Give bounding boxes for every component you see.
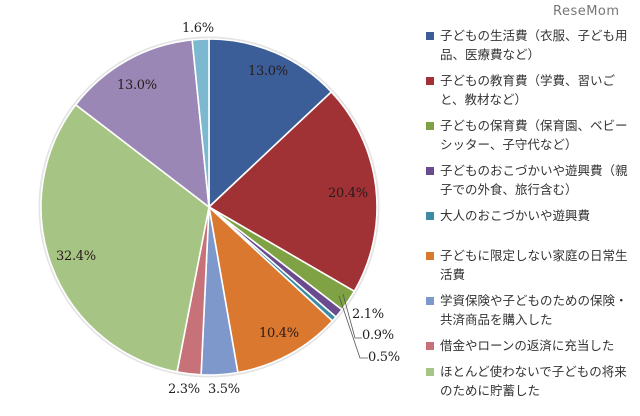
- legend-label: 子どものおこづかいや遊興費（親子での外食、旅行含む）: [440, 163, 628, 197]
- slice-label-0: 13.0%: [248, 64, 288, 79]
- legend-label: 学資保険や子どものための保険・共済商品を購入した: [440, 293, 628, 327]
- legend-label: 借金やローンの返済に充当した: [440, 338, 615, 353]
- pie-slice-8: [40, 103, 210, 373]
- legend-label: 子どもの保育費（保育園、ベビーシッター、子守代など）: [440, 118, 628, 152]
- legend-swatch: [426, 297, 434, 305]
- pie-graphic: [38, 36, 380, 378]
- watermark-logo: ReseMom: [553, 4, 620, 19]
- legend-label: 子どもの教育費（学費、習いごと、教材など）: [440, 73, 616, 107]
- legend-swatch: [426, 212, 434, 220]
- slice-label-1: 20.4%: [328, 186, 368, 201]
- legend-swatch: [426, 77, 434, 85]
- pie-slice-0: [208, 38, 333, 209]
- legend-item: 学資保険や子どものための保険・共済商品を購入した: [423, 291, 637, 329]
- legend-swatch: [426, 252, 434, 260]
- slice-label-10: 1.6%: [182, 21, 214, 36]
- legend-item: 子どもに限定しない家庭の日常生活費: [423, 246, 637, 284]
- pie-slice-5: [207, 204, 334, 374]
- legend-label: ほとんど使わないで子どもの将来のために貯蓄した: [440, 364, 627, 398]
- legend-item: 子どもの教育費（学費、習いごと、教材など）: [423, 71, 637, 109]
- leader-line: [338, 295, 368, 359]
- legend-swatch: [426, 32, 434, 40]
- slice-label-9: 13.0%: [117, 78, 157, 93]
- slice-label-8: 32.4%: [56, 249, 96, 264]
- legend-swatch: [426, 167, 434, 175]
- legend-label: 子どもの生活費（衣服、子ども用品、医療費など）: [440, 28, 628, 62]
- legend-swatch: [426, 368, 434, 376]
- leader-line: [342, 293, 362, 339]
- slice-label-7: 2.3%: [168, 382, 200, 397]
- slice-label-3: 0.9%: [362, 328, 394, 343]
- legend-item: ほとんど使わないで子どもの将来のために貯蓄した: [423, 362, 637, 400]
- legend-swatch: [426, 342, 434, 350]
- pie-slice-9: [74, 38, 210, 209]
- pie-slice-1: [207, 90, 378, 293]
- slice-label-2: 2.1%: [352, 307, 384, 322]
- legend-item: 大人のおこづかいや遊興費: [423, 206, 637, 225]
- pie-chart: 13.0% 20.4% 2.1% 0.9% 0.5% 10.4% 3.5% 2.…: [38, 21, 400, 397]
- slice-label-5: 10.4%: [259, 326, 299, 341]
- legend-item: 子どものおこづかいや遊興費（親子での外食、旅行含む）: [423, 161, 637, 199]
- legend-item: 借金やローンの返済に充当した: [423, 336, 637, 355]
- pie-slice-10: [191, 38, 210, 208]
- legend-label: 子どもに限定しない家庭の日常生活費: [440, 248, 628, 282]
- legend-swatch: [426, 122, 434, 130]
- legend-item: 子どもの保育費（保育園、ベビーシッター、子守代など）: [423, 116, 637, 154]
- slice-label-6: 3.5%: [208, 382, 240, 397]
- legend: 子どもの生活費（衣服、子ども用品、医療費など） 子どもの教育費（学費、習いごと、…: [423, 26, 637, 407]
- slice-label-4: 0.5%: [368, 350, 400, 365]
- legend-label: 大人のおこづかいや遊興費: [440, 208, 591, 223]
- legend-item: 子どもの生活費（衣服、子ども用品、医療費など）: [423, 26, 637, 64]
